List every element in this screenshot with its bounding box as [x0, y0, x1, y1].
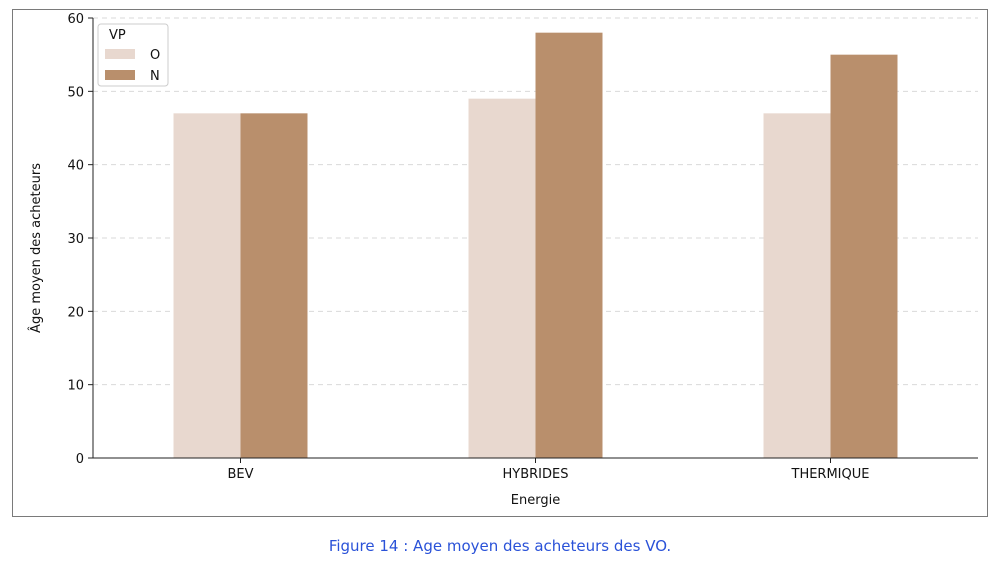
y-tick-label: 40	[67, 159, 84, 174]
y-tick-label: 50	[67, 85, 84, 100]
y-axis-title: Âge moyen des acheteurs	[28, 163, 44, 333]
legend-swatch-o	[105, 49, 135, 59]
y-tick-label: 0	[76, 452, 84, 467]
bars	[173, 32, 898, 459]
y-tick-label: 60	[67, 12, 84, 27]
bar-hybrides-n	[535, 32, 603, 459]
bar-thermique-o	[763, 113, 831, 458]
legend-items: ON	[105, 48, 160, 84]
legend-label-n: N	[150, 69, 160, 84]
y-tick-label: 30	[67, 232, 84, 247]
bar-thermique-n	[830, 54, 898, 459]
figure-caption: Figure 14 : Age moyen des acheteurs des …	[328, 537, 672, 555]
x-tick-label: BEV	[227, 467, 253, 482]
legend: VP ON	[97, 23, 169, 87]
x-tick-label: HYBRIDES	[503, 467, 569, 482]
x-axis-title: Energie	[511, 493, 560, 508]
y-tick-label: 10	[67, 379, 84, 394]
bar-bev-o	[173, 113, 241, 458]
legend-title: VP	[109, 28, 126, 43]
legend-label-o: O	[150, 48, 160, 63]
x-ticks: BEV HYBRIDES THERMIQUE	[227, 458, 869, 482]
legend-swatch-n	[105, 70, 135, 80]
y-ticks: 0 10 20 30 40 50 60	[67, 12, 93, 467]
x-tick-label: THERMIQUE	[791, 467, 870, 482]
bar-bev-n	[240, 113, 308, 458]
bar-hybrides-o	[468, 98, 536, 459]
y-tick-label: 20	[67, 305, 84, 320]
